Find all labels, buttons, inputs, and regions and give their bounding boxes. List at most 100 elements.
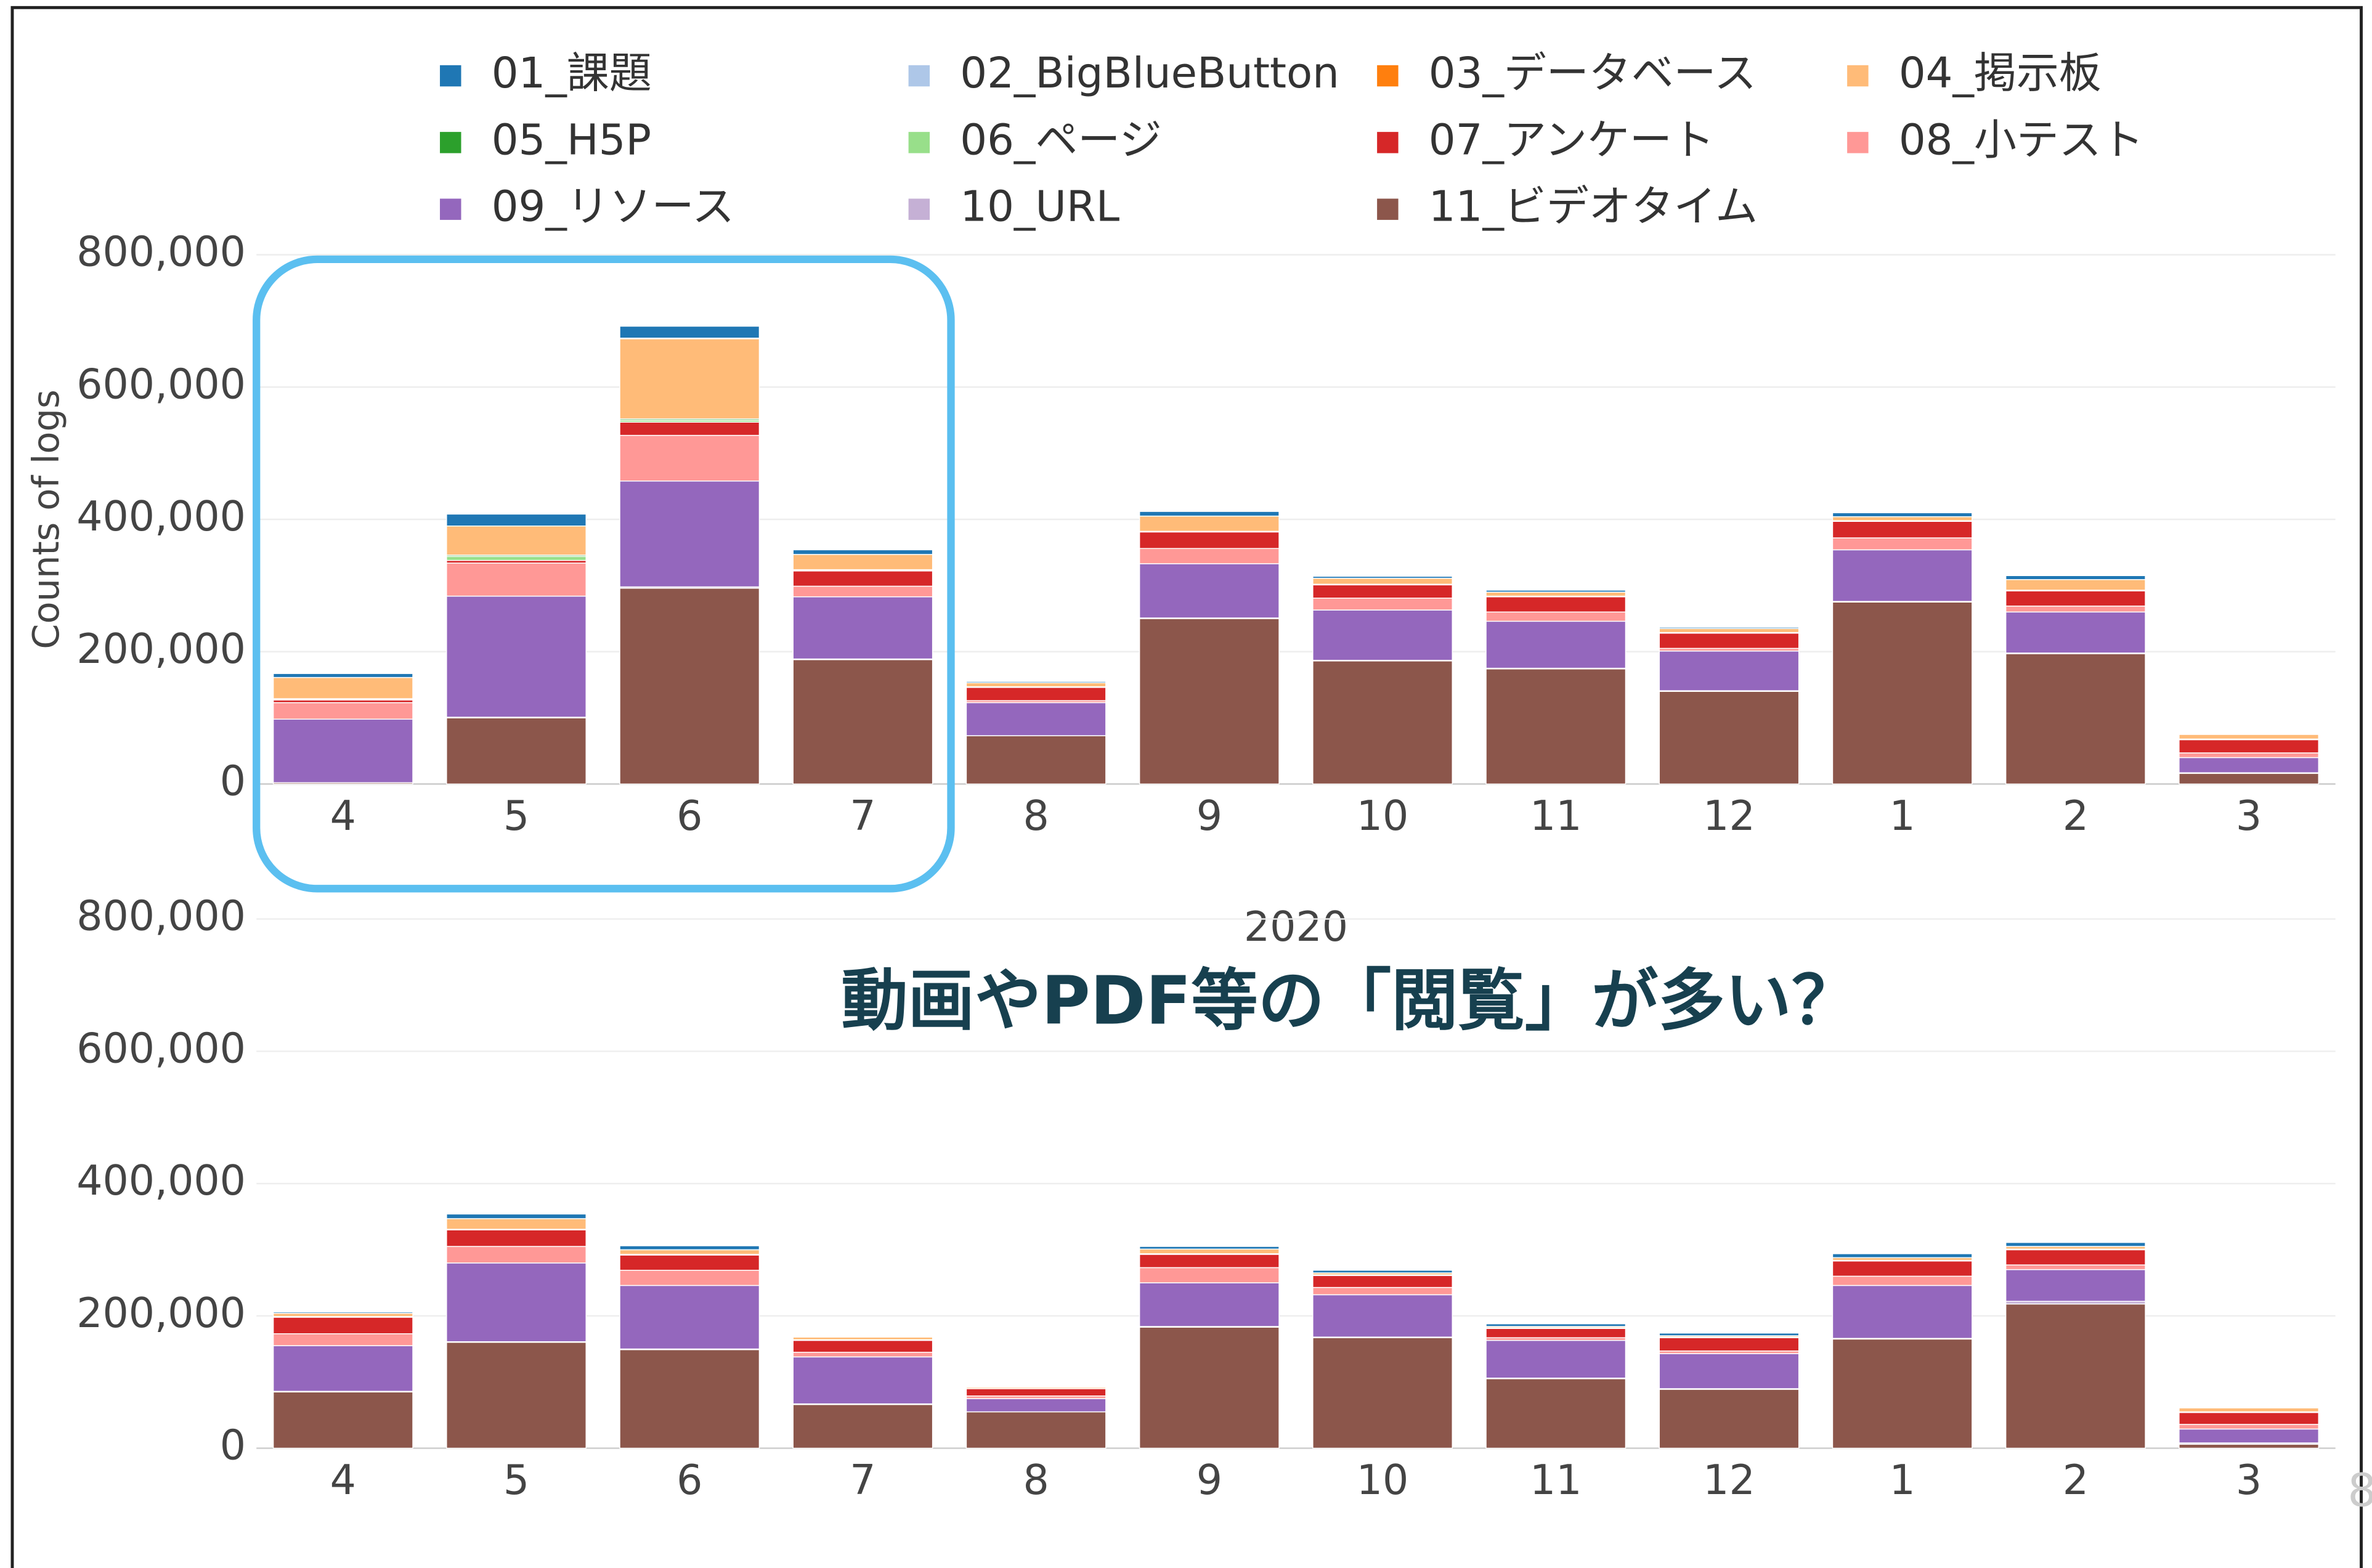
bar-segment (2179, 1428, 2320, 1444)
y-tick-label: 600,000 (76, 360, 246, 408)
bar-segment (1659, 1353, 1800, 1389)
bar-segment (792, 1339, 933, 1353)
bar-segment (619, 1249, 760, 1255)
legend-swatch (908, 198, 930, 220)
annotation: 動画やPDF等の「閲覧」が多い？ (841, 962, 1858, 1040)
x-tick-label: 11 (1530, 792, 1582, 840)
x-tick-label: 12 (1703, 792, 1755, 840)
legend-label: 11_ビデオタイム (1429, 182, 1758, 232)
bar-segment (619, 1349, 760, 1449)
bar-segment (2179, 1424, 2320, 1430)
bar-segment (1139, 1248, 1280, 1254)
y-tick-label: 400,000 (76, 492, 246, 540)
bar-segment (1832, 512, 1973, 518)
bar-segment (272, 673, 413, 678)
bar-segment (1832, 1338, 1973, 1449)
x-tick-label: 11 (1530, 1456, 1582, 1504)
bar-segment (1485, 620, 1627, 669)
bar-segment (965, 702, 1107, 736)
x-tick-label: 5 (503, 792, 529, 840)
y-tick-label: 800,000 (76, 892, 246, 940)
bar-segment (1312, 609, 1453, 661)
bar-segment (2005, 1264, 2146, 1270)
bar-segment (272, 1345, 413, 1392)
bar-segment (1139, 1326, 1280, 1449)
bar-segment (1312, 660, 1453, 785)
x-tick-label: 12 (1703, 1456, 1755, 1504)
legend-swatch (440, 132, 461, 153)
bar-segment (446, 595, 587, 718)
x-tick-label: 8 (1023, 792, 1049, 840)
bar-segment (2005, 653, 2146, 785)
bar-segment (1312, 577, 1453, 585)
x-tick-label: 4 (330, 1456, 356, 1504)
bar-segment (1139, 618, 1280, 785)
bar-segment (1659, 632, 1800, 649)
bar-segment (1312, 598, 1453, 611)
bar-segment (1485, 590, 1627, 593)
bar-segment (792, 571, 933, 587)
bar-segment (446, 1218, 587, 1230)
bar-segment (1312, 1294, 1453, 1338)
bar-segment (2005, 1249, 2146, 1265)
bar-segment (619, 1254, 760, 1271)
legend-swatch (1847, 132, 1869, 153)
bar-segment (1312, 575, 1453, 579)
bar-segment (619, 434, 760, 482)
bar-segment (272, 718, 413, 784)
x-tick-label: 9 (1196, 1456, 1222, 1504)
bar-segment (1659, 1389, 1800, 1449)
bar-segment (792, 596, 933, 660)
bar-segment (1139, 531, 1280, 549)
bar-segment (1832, 1260, 1973, 1277)
bar-segment (1832, 549, 1973, 602)
bar-segment (2005, 579, 2146, 591)
bar-segment (1312, 1286, 1453, 1296)
bar-segment (2179, 734, 2320, 740)
y-tick-label: 0 (220, 1421, 246, 1469)
bar-segment (2005, 590, 2146, 607)
x-tick-label: 4 (330, 792, 356, 840)
bar-segment (1312, 1337, 1453, 1449)
bar-segment (1659, 628, 1800, 633)
bar-segment (446, 1229, 587, 1247)
bar-segment (1659, 650, 1800, 691)
legend-swatch (1377, 132, 1399, 153)
x-tick-label: 6 (676, 792, 702, 840)
legend-swatch (440, 198, 461, 220)
bar-segment (2179, 752, 2320, 758)
bar-segment (1139, 515, 1280, 532)
bar-segment (1832, 1285, 1973, 1339)
x-tick-label: 3 (2236, 1456, 2262, 1504)
bar-segment (2179, 739, 2320, 754)
legend-label: 09_リソース (492, 182, 734, 232)
bar-segment (792, 659, 933, 785)
bar-segment (1312, 584, 1453, 599)
bar-segment (1832, 521, 1973, 538)
bar-segment (1832, 537, 1973, 551)
bar-segment (619, 1269, 760, 1286)
bar-segment (792, 1336, 933, 1338)
bar-segment (1485, 611, 1627, 622)
bar-segment (2005, 1241, 2146, 1247)
y-tick-label: 0 (220, 757, 246, 805)
x-tick-label: 9 (1196, 792, 1222, 840)
x-tick-label: 10 (1357, 792, 1409, 840)
bar-segment (1485, 1339, 1627, 1379)
legend-label: 10_URL (960, 182, 1119, 232)
bar-segment (1139, 1267, 1280, 1283)
legend-label: 02_BigBlueButton (960, 49, 1339, 98)
y-tick-label: 200,000 (76, 625, 246, 673)
bar-segment (619, 421, 760, 436)
bar-segment (1312, 1269, 1453, 1273)
page-number: 8 (2347, 1464, 2372, 1517)
bar-segment (2179, 757, 2320, 773)
bar-segment (2005, 575, 2146, 580)
bar-segment (792, 1352, 933, 1358)
bar-segment (965, 735, 1107, 785)
bar-segment (2179, 1412, 2320, 1425)
y-axis-title: Counts of logs (25, 389, 67, 649)
highlight-box (253, 255, 955, 893)
bar-segment (1139, 511, 1280, 517)
